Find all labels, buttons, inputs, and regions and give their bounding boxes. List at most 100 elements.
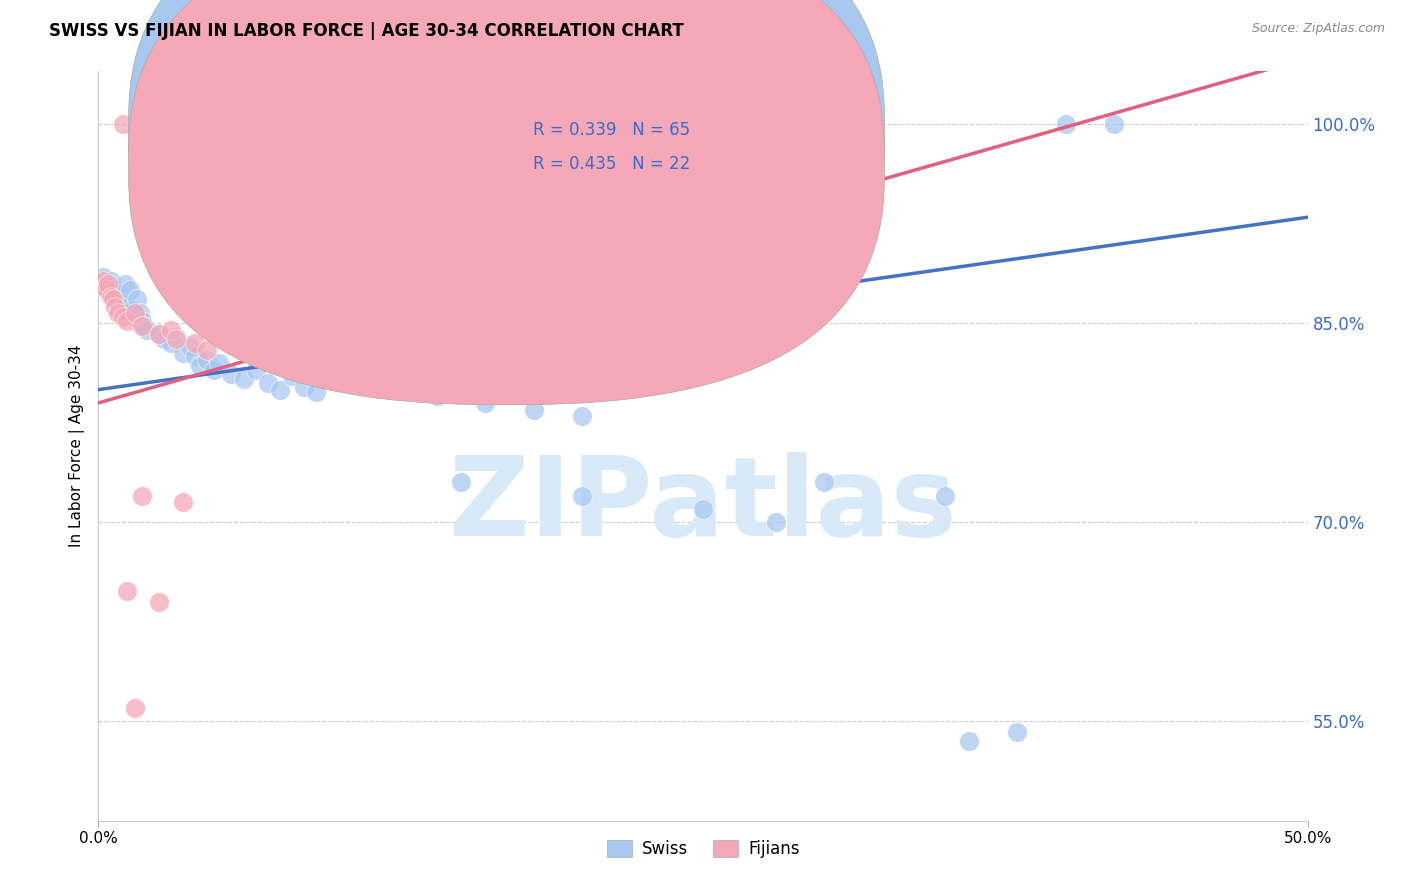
- Text: R = 0.339   N = 65: R = 0.339 N = 65: [533, 120, 689, 139]
- Point: [619, 117, 641, 131]
- Point: [245, 363, 267, 377]
- Point: [124, 306, 146, 320]
- Point: [208, 356, 231, 370]
- Point: [121, 303, 143, 318]
- Point: [148, 326, 170, 341]
- Point: [402, 383, 425, 397]
- Point: [107, 306, 129, 320]
- Point: [523, 402, 546, 417]
- Point: [100, 274, 122, 288]
- Point: [179, 340, 201, 354]
- Point: [179, 217, 201, 231]
- Point: [155, 211, 177, 225]
- FancyBboxPatch shape: [479, 105, 745, 191]
- Point: [108, 287, 131, 301]
- Point: [292, 380, 315, 394]
- FancyBboxPatch shape: [129, 0, 884, 371]
- Point: [172, 495, 194, 509]
- Point: [148, 595, 170, 609]
- Point: [957, 734, 980, 748]
- Point: [114, 277, 136, 291]
- Point: [117, 314, 139, 328]
- Point: [1102, 117, 1125, 131]
- Point: [94, 282, 117, 296]
- Point: [474, 117, 496, 131]
- Point: [765, 117, 787, 131]
- Point: [131, 318, 153, 333]
- Point: [148, 326, 170, 341]
- Point: [127, 293, 149, 307]
- Text: SWISS VS FIJIAN IN LABOR FORCE | AGE 30-34 CORRELATION CHART: SWISS VS FIJIAN IN LABOR FORCE | AGE 30-…: [49, 22, 683, 40]
- Point: [100, 290, 122, 304]
- Point: [813, 475, 835, 490]
- Point: [131, 489, 153, 503]
- FancyBboxPatch shape: [129, 0, 884, 405]
- Point: [152, 332, 174, 346]
- Point: [107, 293, 129, 307]
- Point: [860, 117, 883, 131]
- Point: [165, 329, 187, 343]
- Point: [111, 296, 134, 310]
- Point: [117, 584, 139, 599]
- Point: [184, 350, 207, 364]
- Point: [571, 409, 593, 424]
- Point: [131, 314, 153, 328]
- Text: Source: ZipAtlas.com: Source: ZipAtlas.com: [1251, 22, 1385, 36]
- Point: [94, 279, 117, 293]
- Point: [97, 277, 120, 291]
- Point: [450, 475, 472, 490]
- Point: [232, 372, 254, 386]
- Y-axis label: In Labor Force | Age 30-34: In Labor Force | Age 30-34: [69, 344, 84, 548]
- Point: [765, 515, 787, 529]
- Point: [91, 274, 114, 288]
- Point: [141, 177, 163, 191]
- Point: [305, 385, 328, 400]
- Point: [571, 489, 593, 503]
- Point: [208, 226, 231, 240]
- Point: [184, 336, 207, 351]
- Point: [195, 353, 218, 368]
- Point: [184, 186, 207, 201]
- Point: [221, 367, 243, 381]
- Point: [135, 323, 157, 337]
- Point: [204, 363, 226, 377]
- Point: [692, 502, 714, 516]
- Point: [281, 369, 304, 384]
- Point: [1007, 724, 1029, 739]
- Point: [117, 301, 139, 315]
- Point: [426, 389, 449, 403]
- Point: [124, 310, 146, 324]
- Point: [101, 290, 124, 304]
- Point: [165, 332, 187, 346]
- Point: [934, 489, 956, 503]
- Point: [91, 269, 114, 284]
- Point: [188, 359, 211, 373]
- Legend: Swiss, Fijians: Swiss, Fijians: [600, 833, 806, 864]
- Point: [172, 345, 194, 359]
- Point: [97, 283, 120, 297]
- Point: [269, 383, 291, 397]
- Point: [101, 293, 124, 307]
- Point: [523, 117, 546, 131]
- Point: [111, 310, 134, 324]
- Text: ZIPatlas: ZIPatlas: [449, 452, 957, 559]
- Point: [1054, 117, 1077, 131]
- Point: [184, 117, 207, 131]
- Point: [353, 363, 375, 377]
- Point: [474, 396, 496, 410]
- Point: [104, 301, 127, 315]
- Point: [128, 306, 150, 320]
- Point: [111, 117, 134, 131]
- Point: [232, 220, 254, 235]
- Point: [118, 283, 141, 297]
- Point: [329, 356, 352, 370]
- Point: [104, 285, 127, 300]
- Point: [245, 236, 267, 251]
- Point: [124, 701, 146, 715]
- Point: [195, 343, 218, 357]
- Point: [377, 372, 399, 386]
- Point: [160, 323, 183, 337]
- Point: [256, 376, 278, 390]
- Point: [134, 318, 156, 333]
- Text: R = 0.435   N = 22: R = 0.435 N = 22: [533, 154, 690, 172]
